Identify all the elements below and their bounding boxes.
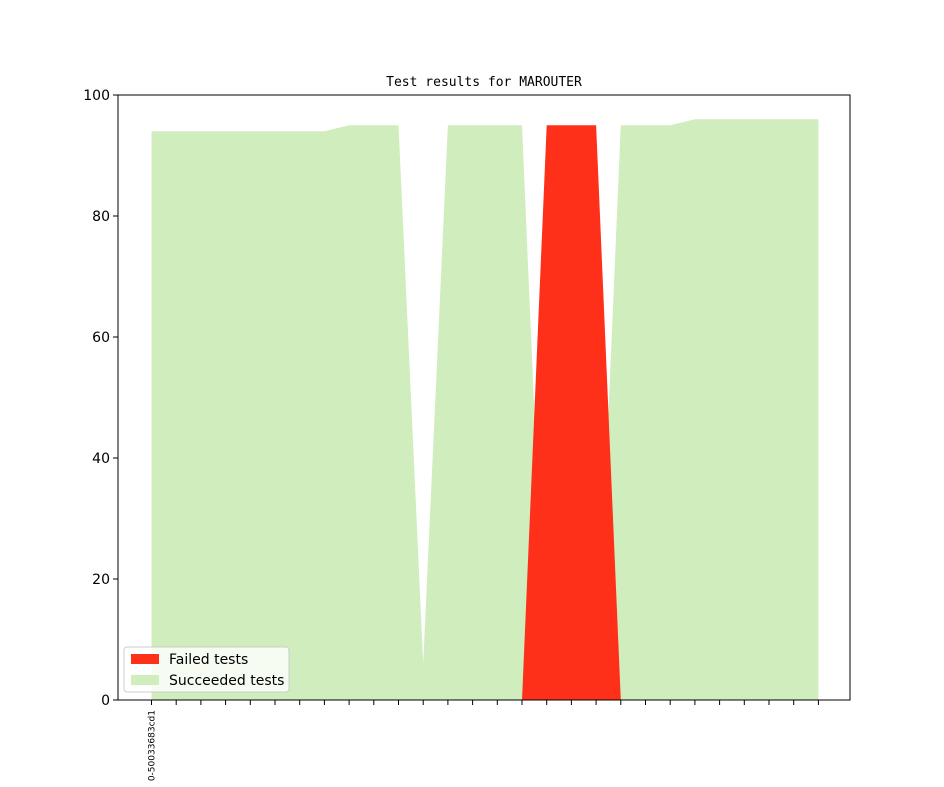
y-tick-label: 80 xyxy=(92,209,110,225)
y-tick-label: 0 xyxy=(101,693,110,709)
area-layer xyxy=(151,119,819,700)
chart-title: Test results for MAROUTER xyxy=(386,75,582,90)
legend-label-succeeded: Succeeded tests xyxy=(169,673,284,689)
area-succeeded xyxy=(151,119,819,700)
legend-swatch-failed xyxy=(131,654,159,664)
legend-swatch-succeeded xyxy=(131,675,159,685)
y-tick-label: 20 xyxy=(92,572,110,588)
y-tick-label: 60 xyxy=(92,330,110,346)
plot-frame xyxy=(117,94,851,701)
legend: Failed tests Succeeded tests xyxy=(123,646,290,693)
legend-box xyxy=(123,646,290,693)
y-axis: 0 20 40 60 80 100 xyxy=(83,88,118,709)
y-tick-label: 100 xyxy=(83,88,110,104)
y-tick-label: 40 xyxy=(92,451,110,467)
legend-label-failed: Failed tests xyxy=(169,652,248,668)
x-tick-label: 0-50033683cd1 xyxy=(148,710,158,781)
x-axis: 0-50033683cd1 xyxy=(148,700,819,781)
